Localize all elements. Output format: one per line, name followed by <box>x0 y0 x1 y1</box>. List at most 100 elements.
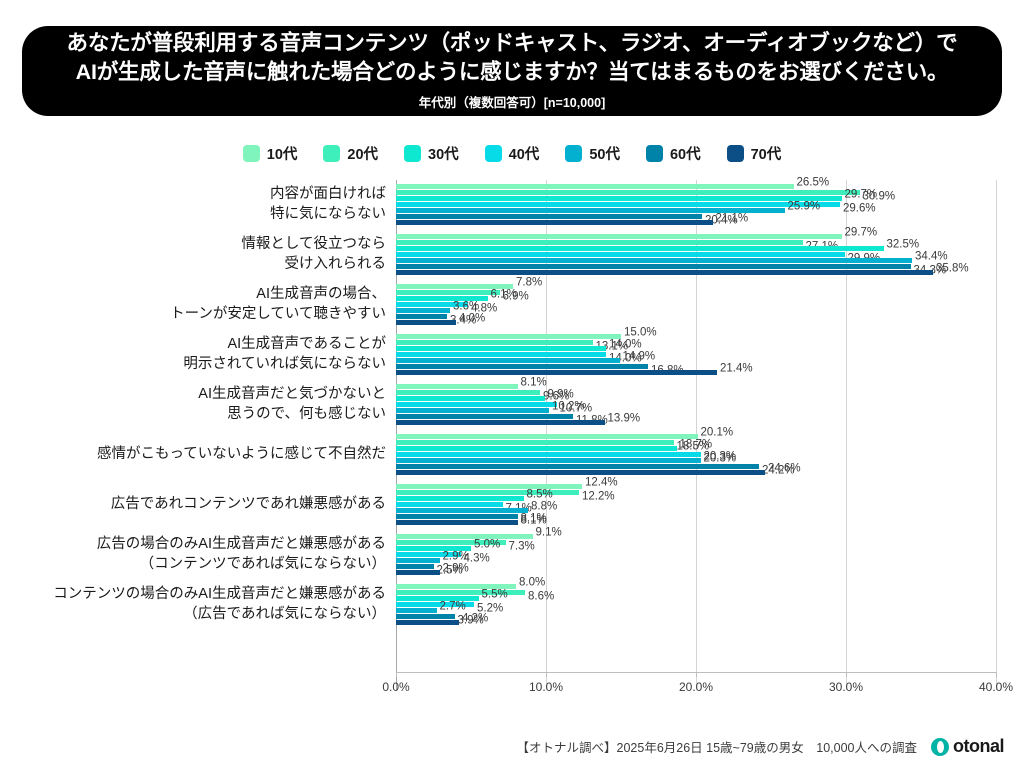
bar-60代[interactable] <box>396 614 455 619</box>
bar-20代[interactable] <box>396 490 579 495</box>
bar-40代[interactable] <box>396 602 474 607</box>
bar-track: 34.4% <box>396 251 1016 264</box>
bar-30代[interactable] <box>396 446 677 451</box>
bar-40代[interactable] <box>396 402 557 407</box>
category-label-line: AI生成音声の場合、 <box>256 286 386 303</box>
bar-70代[interactable] <box>396 470 765 475</box>
bar-70代[interactable] <box>396 620 459 625</box>
bar-70代[interactable] <box>396 570 440 575</box>
x-tick <box>696 672 697 677</box>
bar-30代[interactable] <box>396 196 842 201</box>
bar-track: 4.8% <box>396 302 1016 314</box>
bar-60代[interactable] <box>396 364 648 369</box>
plot-area: 内容が面白ければ 特に気にならない 26.5% 30.9% 29.7% 29.6% 25.9… <box>0 177 1024 690</box>
bar-value-label: 34.4% <box>915 250 948 263</box>
bar-20代[interactable] <box>396 190 860 195</box>
bar-30代[interactable] <box>396 246 884 251</box>
bar-10代[interactable] <box>396 384 518 389</box>
bar-60代[interactable] <box>396 264 911 269</box>
bar-50代[interactable] <box>396 208 785 213</box>
bar-value-label: 10.7% <box>559 402 593 415</box>
bar-40代[interactable] <box>396 552 461 557</box>
bar-40代[interactable] <box>396 452 701 457</box>
bar-60代[interactable] <box>396 214 702 219</box>
bar-value-label: 8.1% <box>520 512 547 525</box>
legend-item-50代[interactable]: 50代 <box>565 143 620 164</box>
bar-50代[interactable] <box>396 408 549 413</box>
bar-10代[interactable] <box>396 484 582 489</box>
bar-10代[interactable] <box>396 434 698 439</box>
bar-30代[interactable] <box>396 546 471 551</box>
bar-track: 20.3% <box>396 451 1016 464</box>
bar-20代[interactable] <box>396 290 500 295</box>
bar-track: 30.9% <box>396 190 1016 202</box>
bar-40代[interactable] <box>396 352 606 357</box>
bar-60代[interactable] <box>396 464 759 469</box>
bar-70代[interactable] <box>396 220 713 225</box>
bar-50代[interactable] <box>396 608 437 613</box>
bar-20代[interactable] <box>396 440 674 445</box>
category-label: 内容が面白ければ 特に気にならない <box>0 180 392 230</box>
bar-10代[interactable] <box>396 284 513 289</box>
bar-70代[interactable] <box>396 520 518 525</box>
bar-value-label: 8.5% <box>526 488 553 501</box>
category-label-line: 情報として役立つなら <box>241 236 386 253</box>
bar-track: 3.9% <box>396 614 1016 626</box>
bar-value-label: 8.6% <box>528 590 555 603</box>
bar-50代[interactable] <box>396 258 912 263</box>
legend-item-70代[interactable]: 70代 <box>726 143 781 164</box>
bar-value-label: 9.9% <box>547 388 574 401</box>
bar-20代[interactable] <box>396 240 803 245</box>
bar-60代[interactable] <box>396 414 573 419</box>
bar-value-label: 3.6% <box>453 300 480 313</box>
chart-row: AI生成音声だと気づかないと 思うので、何も感じない 8.1% 9.6% 9.9% 10.… <box>0 377 1024 430</box>
bar-50代[interactable] <box>396 308 450 313</box>
bar-track: 9.1% <box>396 527 1016 540</box>
legend-item-60代[interactable]: 60代 <box>645 143 701 164</box>
bar-10代[interactable] <box>396 234 842 239</box>
bar-track: 8.5% <box>396 489 1016 502</box>
bar-track: 18.5% <box>396 440 1016 452</box>
bar-20代[interactable] <box>396 590 525 595</box>
bar-40代[interactable] <box>396 252 845 257</box>
legend-item-10代[interactable]: 10代 <box>242 143 297 164</box>
bar-70代[interactable] <box>396 270 933 275</box>
bar-20代[interactable] <box>396 340 593 345</box>
bar-70代[interactable] <box>396 320 456 325</box>
bar-50代[interactable] <box>396 558 440 563</box>
legend-item-40代[interactable]: 40代 <box>484 143 539 164</box>
bar-track: 26.5% <box>396 177 1016 190</box>
bar-70代[interactable] <box>396 370 717 375</box>
bar-10代[interactable] <box>396 184 794 189</box>
otonal-mark-icon <box>931 737 949 756</box>
bar-50代[interactable] <box>396 358 620 363</box>
bar-10代[interactable] <box>396 584 516 589</box>
bar-20代[interactable] <box>396 390 540 395</box>
bar-60代[interactable] <box>396 314 447 319</box>
bar-40代[interactable] <box>396 202 840 207</box>
bar-value-label: 5.2% <box>477 602 504 615</box>
bar-value-label: 20.4% <box>705 214 738 227</box>
bar-70代[interactable] <box>396 420 605 425</box>
bar-10代[interactable] <box>396 534 533 539</box>
legend-item-30代[interactable]: 30代 <box>404 143 459 164</box>
bar-60代[interactable] <box>396 564 434 569</box>
bar-30代[interactable] <box>396 396 545 401</box>
bar-track: 20.3% <box>396 452 1016 464</box>
bar-40代[interactable] <box>396 302 468 307</box>
footer-note: 【オトナル調べ】2025年6月26日 15歳~79歳の男女 10,000人への調… <box>516 741 917 755</box>
bar-30代[interactable] <box>396 496 524 501</box>
bar-value-label: 8.1% <box>520 514 547 527</box>
bar-50代[interactable] <box>396 508 528 513</box>
bar-40代[interactable] <box>396 502 503 507</box>
bar-30代[interactable] <box>396 296 488 301</box>
bar-60代[interactable] <box>396 514 518 519</box>
bar-30代[interactable] <box>396 346 606 351</box>
bar-20代[interactable] <box>396 540 506 545</box>
bar-10代[interactable] <box>396 334 621 339</box>
bar-50代[interactable] <box>396 458 701 463</box>
legend-item-20代[interactable]: 20代 <box>323 143 378 164</box>
bar-30代[interactable] <box>396 596 479 601</box>
bar-track: 29.7% <box>396 227 1016 240</box>
